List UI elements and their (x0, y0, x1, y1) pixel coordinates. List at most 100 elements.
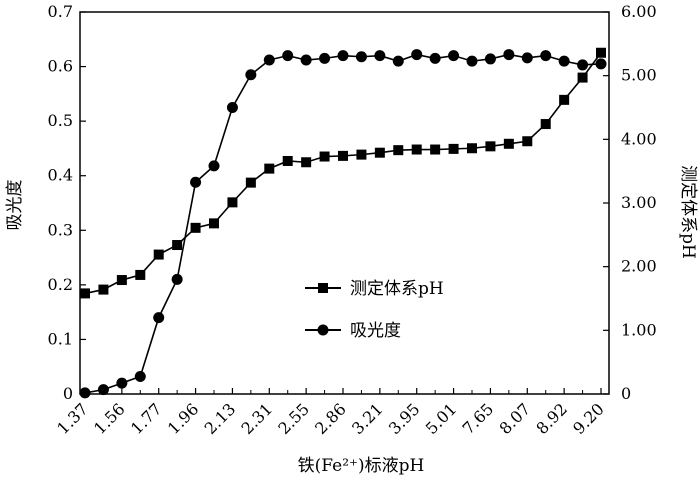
data-point-square (374, 147, 385, 158)
data-point-circle (190, 176, 202, 188)
data-point-circle (245, 69, 257, 81)
data-point-square (282, 155, 293, 166)
right-tick-label: 6.00 (621, 2, 657, 21)
x-tick-label: 2.55 (274, 399, 313, 438)
data-point-circle (116, 377, 128, 389)
legend-marker-square-icon (318, 283, 328, 293)
data-point-circle (79, 387, 91, 399)
x-axis-title: 铁(Fe²⁺)标液pH (298, 456, 425, 476)
data-point-circle (595, 58, 607, 70)
x-tick-label: 3.21 (348, 399, 387, 438)
data-point-square (596, 47, 606, 58)
right-axis: 0 1.00 2.00 3.00 4.00 5.00 6.00 (603, 2, 657, 403)
left-tick-label: 0.5 (48, 111, 73, 130)
data-point-circle (484, 53, 496, 65)
data-point-circle (503, 49, 515, 61)
data-point-circle (282, 50, 294, 62)
data-point-square (80, 288, 90, 299)
data-point-circle (171, 273, 183, 285)
data-point-circle (577, 59, 589, 71)
data-point-square (172, 240, 183, 251)
data-point-circle (521, 52, 533, 64)
right-tick-label: 0 (621, 384, 631, 403)
data-point-circle (540, 50, 552, 62)
series-system-ph (80, 47, 606, 299)
data-point-circle (300, 54, 312, 66)
x-tick-label: 3.95 (385, 399, 424, 438)
data-point-circle (319, 52, 331, 64)
data-point-square (98, 284, 109, 295)
data-point-square (411, 144, 422, 155)
data-point-square (264, 163, 275, 174)
right-tick-label: 5.00 (621, 66, 657, 85)
data-point-square (209, 218, 219, 229)
data-point-square (577, 72, 588, 83)
data-point-square (559, 94, 570, 105)
x-tick-label: 1.56 (90, 399, 129, 438)
data-point-square (190, 222, 201, 233)
series-absorbance (79, 49, 607, 399)
x-tick-label: 2.86 (311, 399, 350, 438)
data-point-circle (466, 55, 478, 67)
data-point-square (467, 143, 477, 154)
data-point-square (135, 269, 146, 280)
data-point-square (301, 157, 312, 168)
plot-area (79, 11, 610, 395)
x-tick-label: 1.77 (127, 399, 166, 438)
data-point-square (503, 138, 514, 149)
left-tick-label: 0.6 (48, 57, 73, 76)
right-axis-title: 测定体系pH (678, 165, 698, 259)
x-tick-label: 5.01 (422, 399, 461, 438)
data-point-square (540, 119, 551, 130)
x-tick-label: 2.13 (201, 399, 240, 438)
data-point-circle (226, 102, 238, 113)
data-point-square (245, 177, 256, 188)
x-tick-label: 2.31 (237, 399, 276, 438)
data-point-square (338, 150, 348, 161)
data-point-square (393, 145, 404, 156)
left-tick-label: 0 (63, 384, 73, 403)
legend: 测定体系pH 吸光度 (305, 279, 444, 341)
data-point-square (356, 149, 367, 160)
data-point-square (153, 249, 164, 260)
x-axis: 1.371.561.771.962.132.312.552.863.213.95… (53, 388, 608, 438)
right-tick-label: 3.00 (621, 193, 657, 212)
data-point-circle (134, 371, 146, 383)
left-axis-title: 吸光度 (5, 180, 25, 231)
right-tick-label: 2.00 (621, 257, 657, 276)
data-point-circle (208, 160, 220, 172)
data-point-circle (429, 52, 441, 64)
data-point-square (319, 151, 330, 162)
data-point-square (522, 136, 533, 147)
data-point-circle (263, 54, 275, 66)
data-point-circle (411, 49, 423, 61)
x-tick-label: 1.37 (53, 399, 92, 438)
right-tick-label: 1.00 (621, 320, 657, 339)
left-axis: 0 0.1 0.2 0.3 0.4 0.5 0.6 0.7 (48, 2, 86, 403)
data-point-circle (558, 55, 570, 67)
data-point-circle (153, 312, 165, 324)
left-tick-label: 0.3 (48, 220, 73, 239)
data-point-circle (374, 50, 386, 62)
data-point-square (227, 197, 238, 208)
x-tick-label: 8.92 (532, 399, 571, 438)
data-point-circle (355, 51, 367, 63)
left-tick-label: 0.4 (48, 166, 73, 185)
left-tick-label: 0.1 (48, 329, 73, 348)
x-tick-label: 1.96 (164, 399, 203, 438)
left-tick-label: 0.7 (48, 2, 73, 21)
data-point-circle (392, 55, 404, 67)
data-point-square (116, 275, 127, 286)
data-point-circle (97, 384, 109, 396)
legend-label-absorbance: 吸光度 (350, 321, 401, 341)
x-tick-label: 7.65 (459, 399, 498, 438)
legend-marker-circle-icon (317, 324, 329, 336)
left-tick-label: 0.2 (48, 275, 73, 294)
data-point-square (448, 143, 459, 154)
data-point-circle (448, 50, 460, 62)
plot-frame (79, 11, 610, 395)
x-tick-label: 9.20 (569, 399, 608, 438)
data-point-circle (337, 50, 349, 62)
series-line-absorbance (84, 53, 602, 394)
